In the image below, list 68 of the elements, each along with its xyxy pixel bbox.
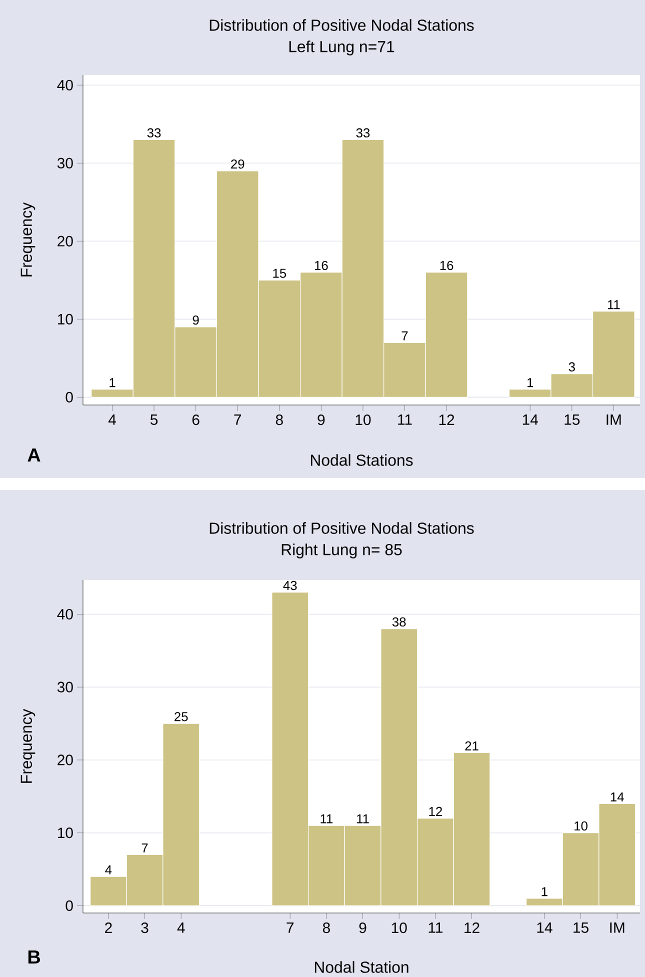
y-tick-label: 0: [66, 392, 73, 402]
x-tick-label: 9: [318, 414, 325, 426]
x-tick-label: 5: [150, 414, 158, 425]
data-label: 1: [110, 378, 116, 388]
x-tick-label: 15: [564, 414, 580, 425]
chart-title: Distribution of Positive Nodal Stations: [210, 522, 474, 534]
data-label: 15: [273, 268, 286, 278]
x-axis-title: Nodal Stations: [310, 454, 413, 466]
x-tick-label: 10: [356, 414, 371, 426]
chart-subtitle: Right Lung n= 85: [282, 544, 402, 558]
data-label: 1: [527, 378, 534, 388]
data-label: 21: [465, 741, 478, 750]
data-label: 16: [440, 260, 454, 270]
text: A: [28, 448, 40, 462]
x-tick-label: 9: [359, 922, 366, 934]
data-label: 11: [320, 814, 333, 824]
data-label: 29: [231, 159, 244, 169]
data-label: 1: [542, 887, 548, 896]
data-label: 10: [574, 821, 588, 831]
x-tick-label: 4: [108, 414, 116, 425]
y-tick-label: 10: [58, 828, 73, 838]
y-tick-label: 10: [58, 314, 73, 324]
x-tick-label: 12: [464, 922, 480, 933]
x-tick-label: 8: [276, 414, 283, 426]
data-label: 7: [402, 331, 408, 340]
x-tick-label: 7: [234, 414, 242, 425]
y-tick-label: 20: [58, 754, 73, 766]
x-tick-label: 10: [392, 922, 407, 934]
y-tick-label: 30: [57, 158, 73, 168]
y-axis-title: Frequency: [20, 202, 36, 276]
x-tick-label: 3: [141, 922, 148, 934]
data-label: 33: [147, 128, 161, 138]
y-axis-title: Frequency: [20, 708, 36, 783]
x-tick-label: 15: [574, 922, 588, 933]
y-tick-label: 30: [57, 682, 73, 692]
x-tick-label: 11: [428, 922, 442, 933]
x-axis-title: Nodal Station: [314, 961, 408, 973]
data-label: 11: [608, 300, 620, 310]
text: B: [28, 950, 40, 964]
data-label: 12: [429, 806, 442, 816]
x-tick-label: 7: [286, 922, 294, 933]
x-tick-label: 6: [192, 414, 200, 426]
data-label: 4: [105, 865, 112, 874]
x-tick-label: 12: [439, 414, 454, 425]
x-tick-label: 4: [177, 922, 185, 933]
x-tick-label: 2: [105, 922, 112, 933]
data-label: 3: [568, 362, 575, 372]
y-tick-label: 20: [58, 236, 73, 246]
data-label: 43: [283, 580, 297, 590]
data-label: 7: [142, 843, 148, 852]
data-label: 9: [192, 316, 199, 325]
chart-subtitle: Left Lung n=71: [289, 40, 394, 56]
x-tick-label: 14: [537, 922, 552, 933]
chart-title: Distribution of Positive Nodal Stations: [210, 19, 474, 31]
x-tick-label: 14: [522, 414, 538, 425]
y-tick-label: 40: [57, 80, 73, 90]
x-tick-label: 11: [398, 414, 412, 425]
data-label: 16: [314, 260, 328, 270]
x-tick-label: IM: [606, 414, 621, 425]
x-tick-label: 8: [322, 922, 330, 934]
data-label: 14: [610, 792, 624, 802]
x-tick-label: IM: [610, 922, 624, 933]
data-label: 25: [174, 712, 188, 722]
y-tick-label: 40: [57, 608, 73, 620]
data-label: 38: [392, 617, 406, 627]
data-label: 11: [357, 814, 369, 824]
y-tick-label: 0: [66, 900, 73, 911]
data-label: 33: [356, 128, 370, 138]
